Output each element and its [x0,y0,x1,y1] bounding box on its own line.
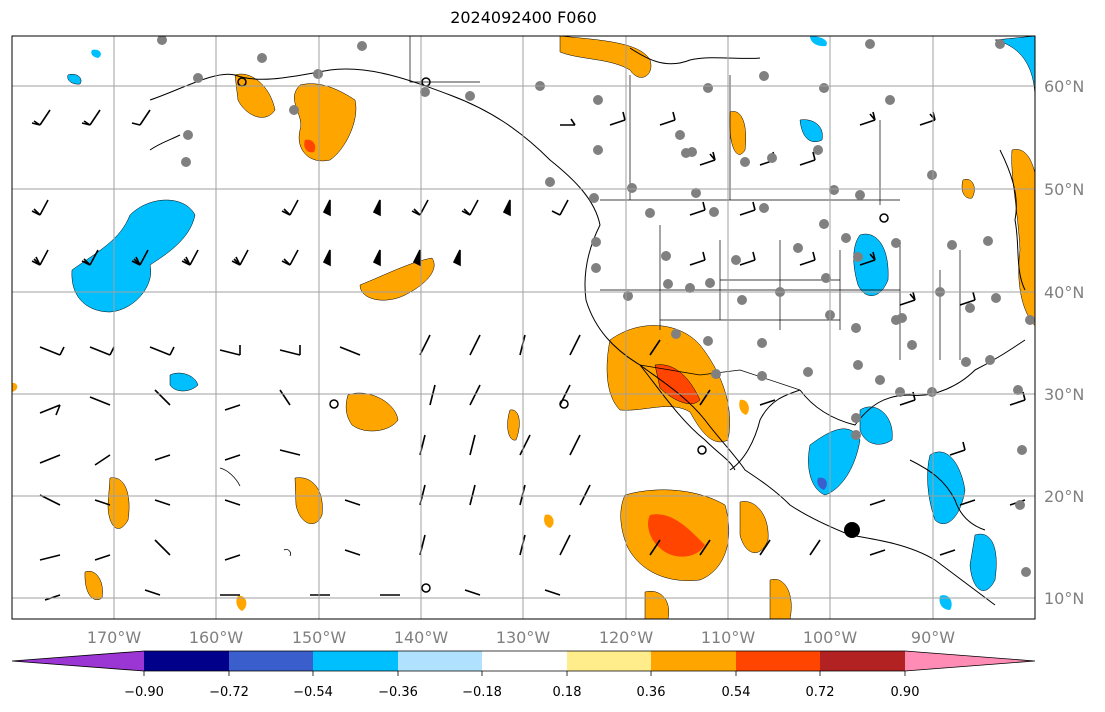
colorbar-segment [820,651,905,671]
colorbar-extend-low [12,651,144,671]
lon-tick-label: 120°W [599,628,654,647]
lon-tick-label: 130°W [496,628,551,647]
wind-barbs [31,109,1026,601]
colorbar-segment [736,651,820,671]
calm-markers [237,77,889,593]
gridlines [12,36,1035,619]
lon-tick-label: 140°W [394,628,449,647]
lat-tick-label: 20°N [1044,487,1084,506]
colorbar-segment [144,651,229,671]
colorbar-tick-label: 0.36 [637,685,666,700]
colorbar-segment [229,651,313,671]
colorbar-tick-label: 0.54 [722,685,751,700]
colorbar-tick-label: −0.90 [124,685,164,700]
lon-tick-labels: 170°W 160°W 150°W 140°W 130°W 120°W 110°… [87,628,955,647]
lon-tick-label: 160°W [189,628,244,647]
colorbar-segment [313,651,398,671]
colorbar-segment [482,651,567,671]
anomaly-shading [12,36,1035,619]
colorbar-tick-label: 0.90 [891,685,920,700]
colorbar-extend-high [905,651,1035,671]
lon-tick-label: 110°W [701,628,756,647]
colorbar: −0.90 −0.72 −0.54 −0.36 −0.18 0.18 0.36 … [11,650,1036,700]
storm-center-marker [844,522,860,538]
colorbar-tick-label: −0.36 [378,685,418,700]
colorbar-segment [651,651,736,671]
lon-tick-label: 150°W [292,628,347,647]
lat-tick-label: 40°N [1044,283,1084,302]
lon-tick-label: 170°W [87,628,142,647]
map-frame [11,35,1036,620]
lon-tick-label: 100°W [803,628,858,647]
lat-tick-labels: 10°N 20°N 30°N 40°N 50°N 60°N [1044,77,1084,608]
chart-title: 2024092400 F060 [450,8,597,27]
colorbar-tick-label: −0.72 [209,685,249,700]
station-markers [157,36,1035,577]
lat-tick-label: 30°N [1044,385,1084,404]
colorbar-tick-label: −0.54 [293,685,333,700]
colorbar-segment [567,651,651,671]
lon-tick-label: 90°W [911,628,955,647]
colorbar-segment [398,651,482,671]
lat-tick-label: 10°N [1044,589,1084,608]
colorbar-tick-label: −0.18 [462,685,502,700]
colorbar-tick-label: 0.18 [553,685,582,700]
lat-tick-label: 50°N [1044,180,1084,199]
lat-tick-label: 60°N [1044,77,1084,96]
colorbar-tick-label: 0.72 [806,685,835,700]
